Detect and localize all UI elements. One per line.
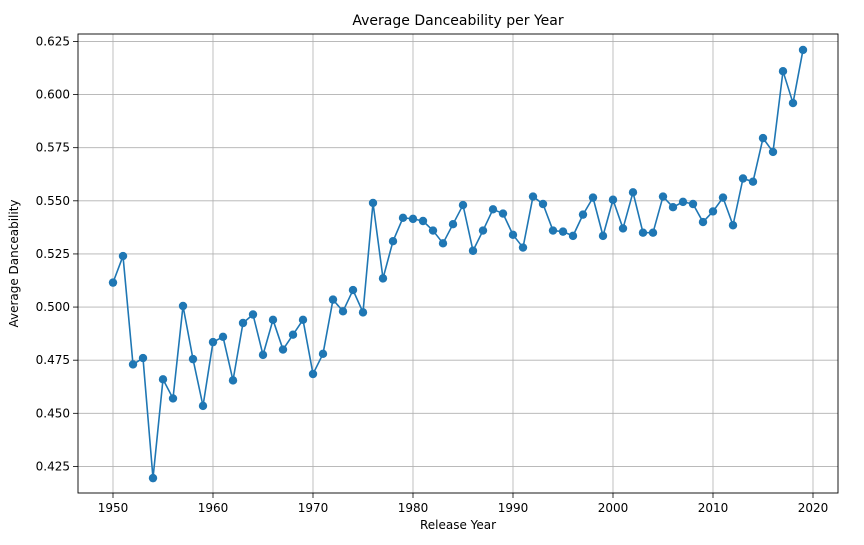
data-point bbox=[278, 345, 288, 354]
data-point bbox=[528, 192, 538, 201]
data-point bbox=[778, 66, 788, 76]
x-tick-label: 2010 bbox=[698, 501, 729, 515]
y-tick-label: 0.625 bbox=[36, 34, 70, 48]
data-point bbox=[118, 251, 128, 261]
data-point bbox=[418, 216, 428, 226]
x-axis: 1950 1960 1970 1980 1990 2000 2010 2020 bbox=[98, 493, 829, 515]
data-point bbox=[168, 394, 178, 403]
data-point bbox=[378, 274, 388, 283]
data-point bbox=[608, 195, 618, 204]
data-point bbox=[458, 200, 468, 210]
data-point bbox=[318, 349, 328, 359]
data-point bbox=[208, 337, 218, 347]
data-point bbox=[688, 199, 698, 209]
y-tick-label: 0.600 bbox=[36, 88, 70, 102]
data-point bbox=[718, 193, 728, 202]
data-point bbox=[498, 209, 508, 218]
data-point bbox=[218, 332, 228, 342]
chart-title: Average Danceability per Year bbox=[352, 13, 563, 29]
data-point bbox=[228, 376, 238, 385]
data-point bbox=[388, 236, 398, 246]
y-tick-label: 0.550 bbox=[36, 194, 70, 208]
data-point bbox=[258, 350, 268, 360]
y-tick-label: 0.450 bbox=[36, 406, 70, 420]
x-axis-label: Release Year bbox=[420, 518, 496, 532]
data-point bbox=[468, 246, 478, 255]
data-point bbox=[148, 473, 158, 483]
data-point bbox=[198, 401, 208, 411]
data-point bbox=[518, 243, 528, 252]
data-point bbox=[308, 369, 318, 379]
data-point bbox=[668, 202, 678, 212]
data-point bbox=[548, 226, 558, 235]
data-point bbox=[488, 205, 498, 214]
data-point bbox=[798, 45, 808, 55]
x-tick-label: 2020 bbox=[798, 501, 829, 515]
data-point bbox=[598, 231, 608, 241]
data-point bbox=[658, 192, 668, 201]
x-tick-label: 1990 bbox=[498, 501, 529, 515]
y-tick-label: 0.575 bbox=[36, 141, 70, 155]
data-point bbox=[628, 188, 638, 197]
data-point bbox=[748, 177, 758, 186]
data-point bbox=[138, 353, 148, 363]
data-point bbox=[638, 228, 648, 237]
x-tick-label: 1970 bbox=[298, 501, 329, 515]
y-axis-label: Average Danceability bbox=[7, 199, 21, 327]
data-point bbox=[178, 301, 188, 311]
data-point bbox=[568, 231, 578, 241]
data-point bbox=[428, 226, 438, 235]
data-point bbox=[108, 278, 118, 287]
data-point bbox=[768, 147, 778, 157]
data-point bbox=[558, 227, 568, 236]
data-point bbox=[358, 308, 368, 317]
data-point bbox=[398, 213, 408, 223]
data-point bbox=[128, 360, 138, 369]
grid bbox=[78, 34, 838, 493]
y-tick-label: 0.425 bbox=[36, 459, 70, 473]
data-point bbox=[288, 330, 298, 339]
data-point bbox=[538, 199, 548, 209]
series-line bbox=[112, 49, 804, 479]
data-point bbox=[348, 285, 358, 295]
x-tick-label: 1960 bbox=[198, 501, 229, 515]
x-tick-label: 1980 bbox=[398, 501, 429, 515]
y-tick-label: 0.475 bbox=[36, 353, 70, 367]
data-point bbox=[758, 133, 768, 143]
data-point bbox=[578, 210, 588, 219]
data-point bbox=[648, 228, 658, 237]
data-point bbox=[298, 315, 308, 325]
y-tick-label: 0.500 bbox=[36, 300, 70, 314]
x-tick-label: 2000 bbox=[598, 501, 629, 515]
data-point bbox=[158, 375, 168, 384]
data-point bbox=[478, 226, 488, 235]
data-point bbox=[788, 98, 798, 108]
plot-frame bbox=[77, 33, 839, 494]
data-point bbox=[338, 307, 348, 316]
data-point bbox=[248, 310, 258, 319]
data-point bbox=[698, 217, 708, 227]
data-point bbox=[188, 354, 198, 364]
x-tick-label: 1950 bbox=[98, 501, 129, 515]
y-tick-label: 0.525 bbox=[36, 247, 70, 261]
data-point bbox=[328, 295, 338, 304]
data-point bbox=[268, 315, 278, 325]
data-point bbox=[728, 221, 738, 230]
data-point bbox=[408, 214, 418, 224]
y-axis: 0.425 0.450 0.475 0.500 0.525 0.550 0.575 0.600… bbox=[36, 34, 78, 473]
data-point bbox=[738, 174, 748, 183]
data-point bbox=[508, 230, 518, 240]
data-point bbox=[708, 207, 718, 216]
data-point bbox=[588, 193, 598, 202]
data-point bbox=[438, 239, 448, 248]
series-group bbox=[108, 45, 808, 483]
data-point bbox=[368, 198, 378, 208]
data-point bbox=[238, 318, 248, 328]
data-point bbox=[448, 219, 458, 229]
data-point bbox=[618, 224, 628, 233]
data-point bbox=[678, 197, 688, 207]
